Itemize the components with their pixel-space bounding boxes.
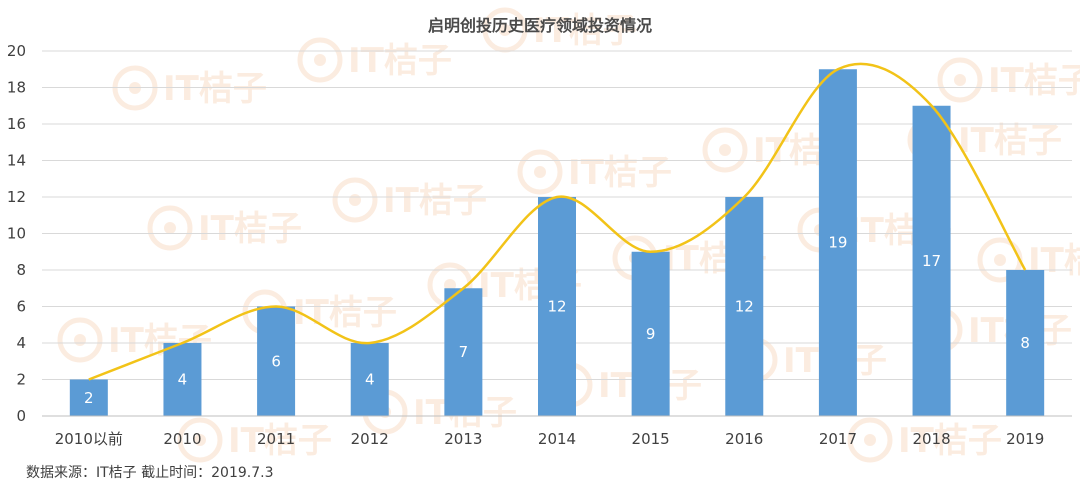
y-tick-label: 16 <box>7 115 26 133</box>
bar <box>631 251 670 416</box>
watermark-text: IT桔子 <box>958 121 1062 161</box>
watermark: IT桔子 <box>517 149 672 195</box>
watermark: IT桔子 <box>847 417 1002 463</box>
data-label: 12 <box>735 298 754 316</box>
bar <box>257 306 296 416</box>
watermark: IT桔子 <box>297 37 452 83</box>
watermark: IT桔子 <box>977 237 1080 283</box>
bar-series <box>69 69 1045 416</box>
watermark-text: IT桔子 <box>533 11 637 51</box>
x-tick-label: 2011 <box>257 430 295 448</box>
data-label: 17 <box>922 252 941 270</box>
bar <box>444 288 483 416</box>
y-tick-label: 8 <box>16 261 26 279</box>
chart-title: 启明创投历史医疗领域投资情况 <box>428 16 652 35</box>
watermark: IT桔子 <box>937 57 1080 103</box>
watermark: IT桔子 <box>332 177 487 223</box>
x-tick-label: 2019 <box>1006 430 1044 448</box>
data-label: 6 <box>271 352 281 370</box>
data-label: 12 <box>547 298 566 316</box>
y-tick-label: 2 <box>16 371 26 389</box>
data-label: 7 <box>459 343 469 361</box>
y-tick-label: 10 <box>7 225 26 243</box>
x-tick-label: 2018 <box>912 430 950 448</box>
bar <box>69 379 108 416</box>
x-tick-label: 2010 <box>163 430 201 448</box>
bar <box>725 197 764 416</box>
data-label: 9 <box>646 325 656 343</box>
watermark: IT桔子 <box>112 65 267 111</box>
watermark-text: IT桔子 <box>898 421 1002 461</box>
bar <box>912 105 951 416</box>
bar <box>163 343 202 416</box>
data-label: 4 <box>365 371 375 389</box>
watermark: IT桔子 <box>482 7 637 53</box>
watermark: IT桔子 <box>147 205 302 251</box>
watermark-text: IT桔子 <box>568 153 672 193</box>
watermark-text: IT桔子 <box>293 293 397 333</box>
watermark-text: IT桔子 <box>348 41 452 81</box>
y-axis: 0 2 4 6 8 10 12 14 16 18 20 <box>7 42 26 425</box>
x-tick-label: 2017 <box>819 430 857 448</box>
x-tick-label: 2014 <box>538 430 576 448</box>
data-label: 4 <box>178 371 188 389</box>
x-tick-label: 2013 <box>444 430 482 448</box>
watermark-text: IT桔子 <box>383 181 487 221</box>
source-note: 数据来源：IT桔子 截止时间：2019.7.3 <box>26 465 274 481</box>
watermark-text: IT桔子 <box>988 61 1080 101</box>
bar <box>818 69 857 416</box>
bar <box>538 197 576 416</box>
watermark-text: IT桔子 <box>228 421 332 461</box>
x-tick-label: 2010以前 <box>55 430 123 448</box>
y-tick-label: 14 <box>7 152 26 170</box>
watermark-text: IT桔子 <box>198 209 302 249</box>
watermark-text: IT桔子 <box>163 69 267 109</box>
data-labels: 2 4 6 4 7 12 9 12 19 17 8 <box>84 234 1030 407</box>
trend-line-series <box>88 62 1027 381</box>
y-tick-label: 20 <box>7 42 26 60</box>
x-tick-label: 2016 <box>725 430 763 448</box>
y-tick-label: 18 <box>7 79 26 97</box>
data-label: 19 <box>828 234 847 252</box>
x-tick-label: 2012 <box>351 430 389 448</box>
bar <box>1006 270 1045 416</box>
y-tick-label: 4 <box>16 334 26 352</box>
data-label: 2 <box>84 389 94 407</box>
y-tick-label: 6 <box>16 298 26 316</box>
x-axis: 2010以前 2010 2011 2012 2013 2014 2015 2016 2017 20… <box>42 415 1072 448</box>
watermark: IT桔子 <box>177 417 332 463</box>
y-tick-label: 0 <box>16 407 26 425</box>
data-label: 8 <box>1020 334 1030 352</box>
bar <box>350 343 389 416</box>
x-tick-label: 2015 <box>632 430 670 448</box>
y-tick-label: 12 <box>7 188 26 206</box>
trend-line <box>88 62 1027 381</box>
